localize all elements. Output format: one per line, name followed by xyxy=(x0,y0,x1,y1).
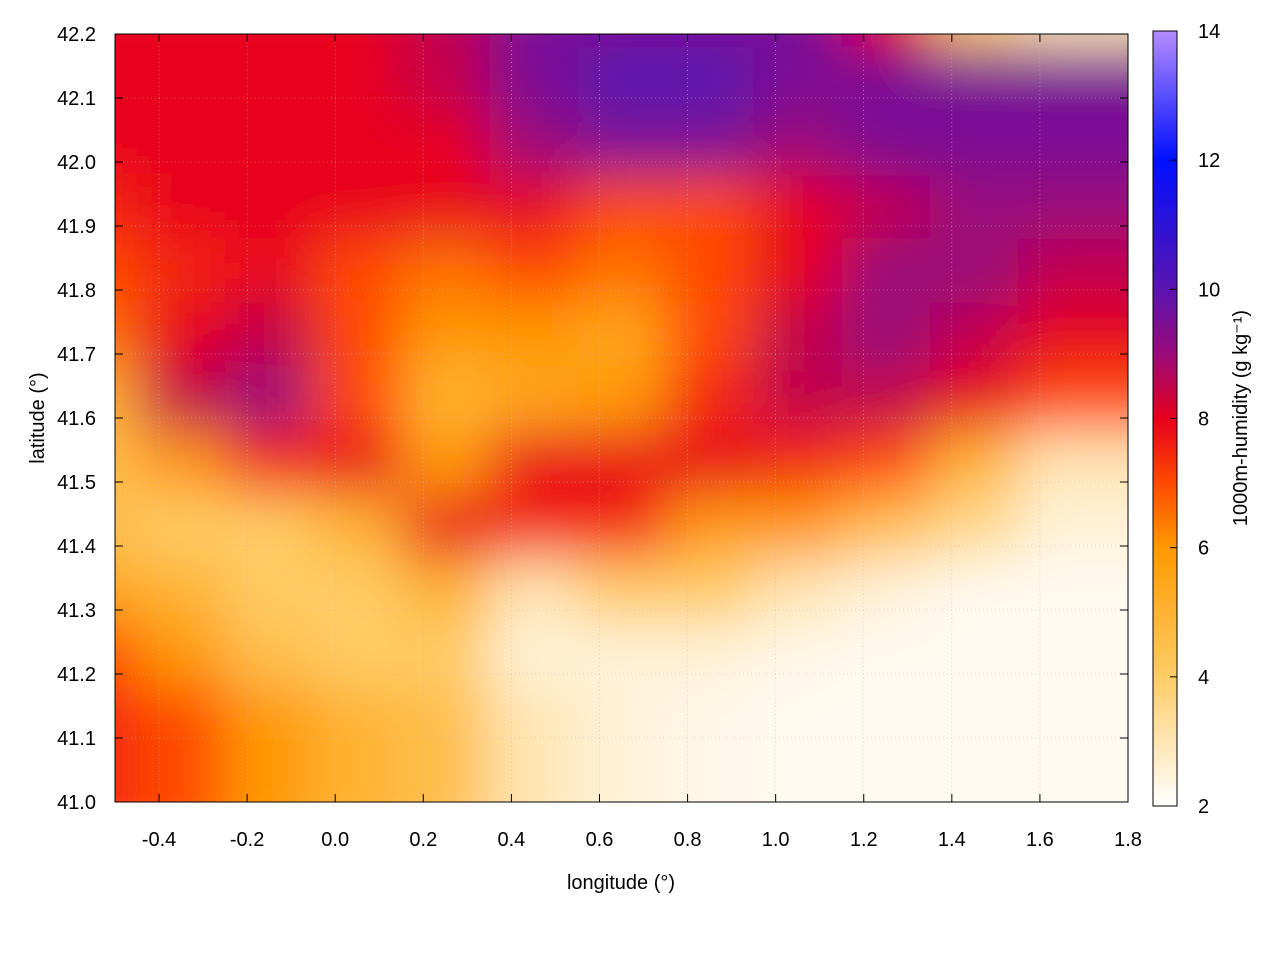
y-axis-label: latitude (°) xyxy=(27,372,49,463)
heatmap-cell xyxy=(1017,686,1128,802)
colorbar-tick-label: 6 xyxy=(1198,538,1209,560)
heatmap-layer xyxy=(115,34,1128,802)
x-tick-label: 0.2 xyxy=(409,829,437,851)
y-axis: 41.0 41.1 41.2 41.3 41.4 41.5 41.6 41.7 41.8 41.9… xyxy=(57,24,1128,814)
colorbar-label: 1000m-humidity (g kg⁻¹) xyxy=(1230,310,1252,526)
x-tick-label: 1.2 xyxy=(850,829,878,851)
y-tick-label: 41.2 xyxy=(57,664,96,686)
x-tick-label: 0.6 xyxy=(586,829,614,851)
y-tick-label: 41.1 xyxy=(57,728,96,750)
x-tick-label: 0.4 xyxy=(497,829,525,851)
y-tick-label: 41.5 xyxy=(57,472,96,494)
colorbar-tick-label: 14 xyxy=(1198,21,1220,43)
y-tick-label: 41.4 xyxy=(57,536,96,558)
colorbar-tick-label: 12 xyxy=(1198,150,1220,172)
x-tick-label: 1.4 xyxy=(938,829,966,851)
y-tick-label: 42.0 xyxy=(57,152,96,174)
y-tick-label: 41.0 xyxy=(57,792,96,814)
x-tick-label: 1.8 xyxy=(1114,829,1142,851)
y-tick-label: 42.1 xyxy=(57,88,96,110)
y-tick-label: 41.3 xyxy=(57,600,96,622)
colorbar-tick-label: 10 xyxy=(1198,279,1220,301)
y-tick-label: 41.9 xyxy=(57,216,96,238)
x-tick-label: 1.6 xyxy=(1026,829,1054,851)
y-tick-label: 42.2 xyxy=(57,24,96,46)
x-tick-label: -0.4 xyxy=(142,829,176,851)
x-tick-label: 0.8 xyxy=(674,829,702,851)
y-tick-label: 41.7 xyxy=(57,344,96,366)
colorbar-tick-label: 2 xyxy=(1198,796,1209,818)
colorbar-tick-label: 8 xyxy=(1198,409,1209,431)
x-tick-label: -0.2 xyxy=(230,829,264,851)
x-axis: -0.4 -0.2 0.0 0.2 0.4 0.6 0.8 1.0 1.2 1.4 1.6 1.8 xyxy=(142,34,1142,851)
y-tick-label: 41.8 xyxy=(57,280,96,302)
y-tick-label: 41.6 xyxy=(57,408,96,430)
x-tick-label: 1.0 xyxy=(762,829,790,851)
colorbar-tick-label: 4 xyxy=(1198,667,1209,689)
x-tick-label: 0.0 xyxy=(321,829,349,851)
x-axis-label: longitude (°) xyxy=(567,872,675,894)
colorbar-axis: 2 4 6 8 10 12 14 xyxy=(1170,21,1220,818)
